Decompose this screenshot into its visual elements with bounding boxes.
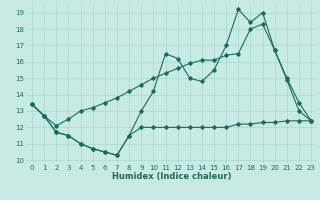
X-axis label: Humidex (Indice chaleur): Humidex (Indice chaleur) xyxy=(112,172,231,181)
